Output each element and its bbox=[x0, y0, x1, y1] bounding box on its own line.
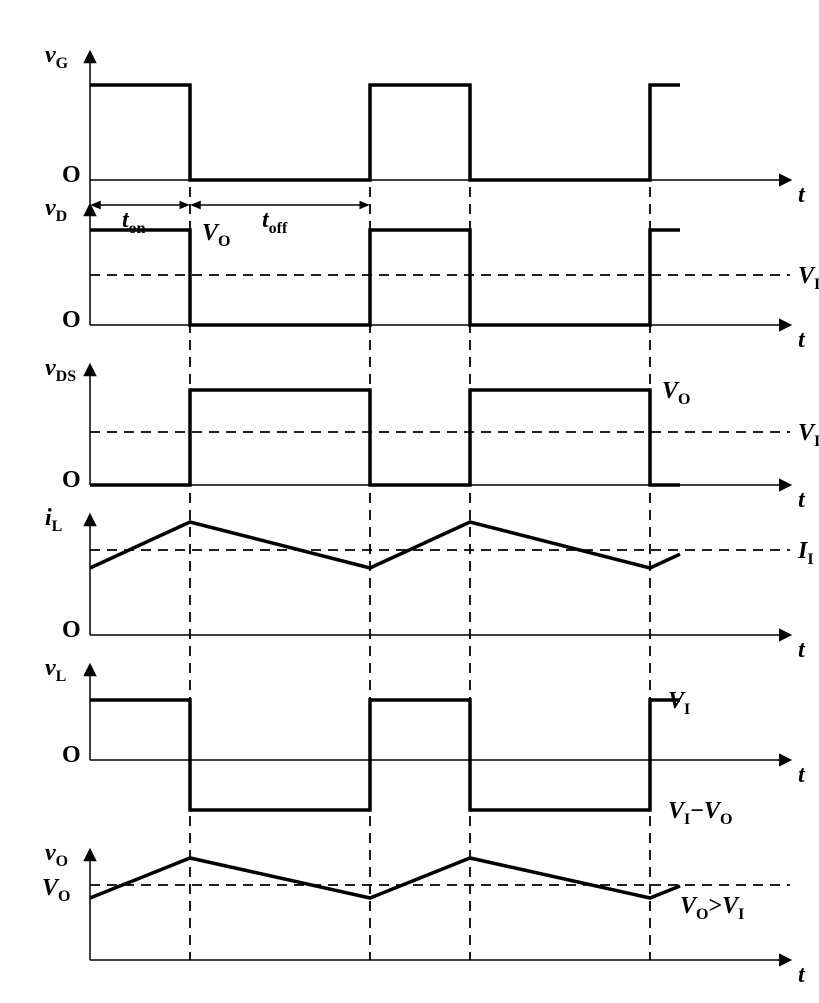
svg-text:t: t bbox=[798, 182, 806, 208]
vo-waveform bbox=[90, 858, 680, 898]
svg-text:vO: vO bbox=[45, 840, 68, 870]
svg-text:t: t bbox=[798, 487, 806, 513]
svg-text:VO: VO bbox=[662, 378, 690, 408]
svg-text:t: t bbox=[798, 327, 806, 353]
svg-text:vL: vL bbox=[45, 655, 66, 685]
boost-converter-waveform-diagram: vG t Oton toff vD t O VO VI vDS t O VO VI iL t O II vL t O VI… bbox=[20, 20, 819, 983]
svg-text:II: II bbox=[797, 538, 814, 568]
svg-text:O: O bbox=[62, 617, 81, 643]
svg-text:O: O bbox=[62, 307, 81, 333]
svg-text:t: t bbox=[798, 762, 806, 788]
svg-text:toff: toff bbox=[262, 207, 288, 237]
vds-waveform bbox=[90, 390, 680, 485]
svg-text:iL: iL bbox=[45, 505, 62, 535]
vg-waveform bbox=[90, 85, 680, 180]
svg-text:t: t bbox=[798, 637, 806, 663]
svg-text:O: O bbox=[62, 162, 81, 188]
svg-text:vDS: vDS bbox=[45, 355, 76, 385]
svg-text:ton: ton bbox=[122, 207, 146, 237]
svg-text:VI: VI bbox=[798, 263, 819, 293]
svg-text:VO>VI: VO>VI bbox=[680, 893, 744, 923]
svg-text:O: O bbox=[62, 467, 81, 493]
svg-text:VI: VI bbox=[668, 688, 690, 718]
svg-text:t: t bbox=[798, 962, 806, 983]
svg-text:VO: VO bbox=[202, 220, 230, 250]
svg-text:VO: VO bbox=[42, 875, 70, 905]
il-waveform bbox=[90, 522, 680, 568]
svg-text:O: O bbox=[62, 742, 81, 768]
svg-text:vD: vD bbox=[45, 195, 67, 225]
svg-text:vG: vG bbox=[45, 42, 69, 72]
vd-waveform bbox=[90, 230, 680, 325]
svg-text:VI−VO: VI−VO bbox=[668, 798, 732, 828]
vl-waveform bbox=[90, 700, 680, 810]
svg-text:VI: VI bbox=[798, 420, 819, 450]
